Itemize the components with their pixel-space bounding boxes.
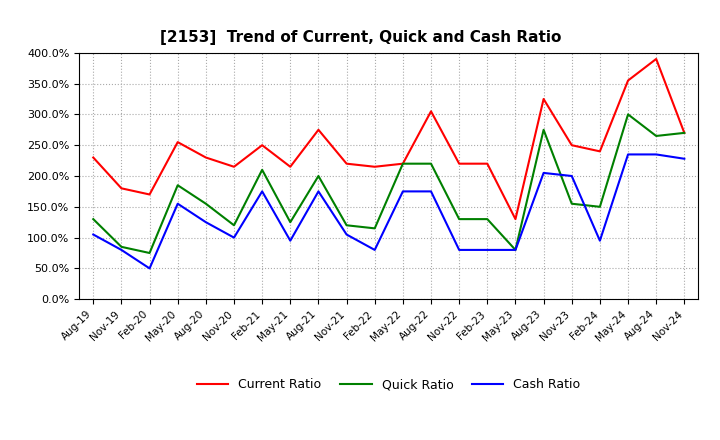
Current Ratio <box>342 161 351 166</box>
Current Ratio <box>511 216 520 222</box>
Quick Ratio <box>258 167 266 172</box>
Quick Ratio <box>455 216 464 222</box>
Quick Ratio <box>483 216 492 222</box>
Current Ratio <box>483 161 492 166</box>
Current Ratio <box>567 143 576 148</box>
Cash Ratio <box>258 189 266 194</box>
Quick Ratio <box>202 201 210 206</box>
Current Ratio <box>427 109 436 114</box>
Cash Ratio <box>680 156 688 161</box>
Current Ratio <box>89 155 98 160</box>
Cash Ratio <box>286 238 294 243</box>
Quick Ratio <box>539 127 548 132</box>
Current Ratio <box>652 56 660 62</box>
Quick Ratio <box>399 161 408 166</box>
Quick Ratio <box>174 183 182 188</box>
Cash Ratio <box>145 266 154 271</box>
Quick Ratio <box>117 244 126 249</box>
Quick Ratio <box>427 161 436 166</box>
Quick Ratio <box>314 173 323 179</box>
Line: Quick Ratio: Quick Ratio <box>94 114 684 253</box>
Cash Ratio <box>595 238 604 243</box>
Quick Ratio <box>652 133 660 139</box>
Cash Ratio <box>314 189 323 194</box>
Cash Ratio <box>427 189 436 194</box>
Current Ratio <box>455 161 464 166</box>
Current Ratio <box>595 149 604 154</box>
Quick Ratio <box>511 247 520 253</box>
Cash Ratio <box>455 247 464 253</box>
Cash Ratio <box>342 232 351 237</box>
Line: Current Ratio: Current Ratio <box>94 59 684 219</box>
Quick Ratio <box>230 223 238 228</box>
Current Ratio <box>258 143 266 148</box>
Cash Ratio <box>511 247 520 253</box>
Cash Ratio <box>624 152 632 157</box>
Quick Ratio <box>370 226 379 231</box>
Current Ratio <box>117 186 126 191</box>
Current Ratio <box>174 139 182 145</box>
Quick Ratio <box>680 130 688 136</box>
Current Ratio <box>202 155 210 160</box>
Quick Ratio <box>342 223 351 228</box>
Line: Cash Ratio: Cash Ratio <box>94 154 684 268</box>
Quick Ratio <box>286 220 294 225</box>
Quick Ratio <box>624 112 632 117</box>
Current Ratio <box>314 127 323 132</box>
Quick Ratio <box>89 216 98 222</box>
Current Ratio <box>370 164 379 169</box>
Cash Ratio <box>539 170 548 176</box>
Text: [2153]  Trend of Current, Quick and Cash Ratio: [2153] Trend of Current, Quick and Cash … <box>160 29 561 45</box>
Current Ratio <box>624 78 632 83</box>
Quick Ratio <box>145 250 154 256</box>
Cash Ratio <box>652 152 660 157</box>
Cash Ratio <box>483 247 492 253</box>
Current Ratio <box>286 164 294 169</box>
Cash Ratio <box>567 173 576 179</box>
Cash Ratio <box>117 247 126 253</box>
Current Ratio <box>680 130 688 136</box>
Cash Ratio <box>202 220 210 225</box>
Legend: Current Ratio, Quick Ratio, Cash Ratio: Current Ratio, Quick Ratio, Cash Ratio <box>192 374 585 396</box>
Cash Ratio <box>174 201 182 206</box>
Cash Ratio <box>370 247 379 253</box>
Quick Ratio <box>567 201 576 206</box>
Cash Ratio <box>399 189 408 194</box>
Cash Ratio <box>89 232 98 237</box>
Current Ratio <box>230 164 238 169</box>
Current Ratio <box>399 161 408 166</box>
Quick Ratio <box>595 204 604 209</box>
Current Ratio <box>539 96 548 102</box>
Cash Ratio <box>230 235 238 240</box>
Current Ratio <box>145 192 154 197</box>
